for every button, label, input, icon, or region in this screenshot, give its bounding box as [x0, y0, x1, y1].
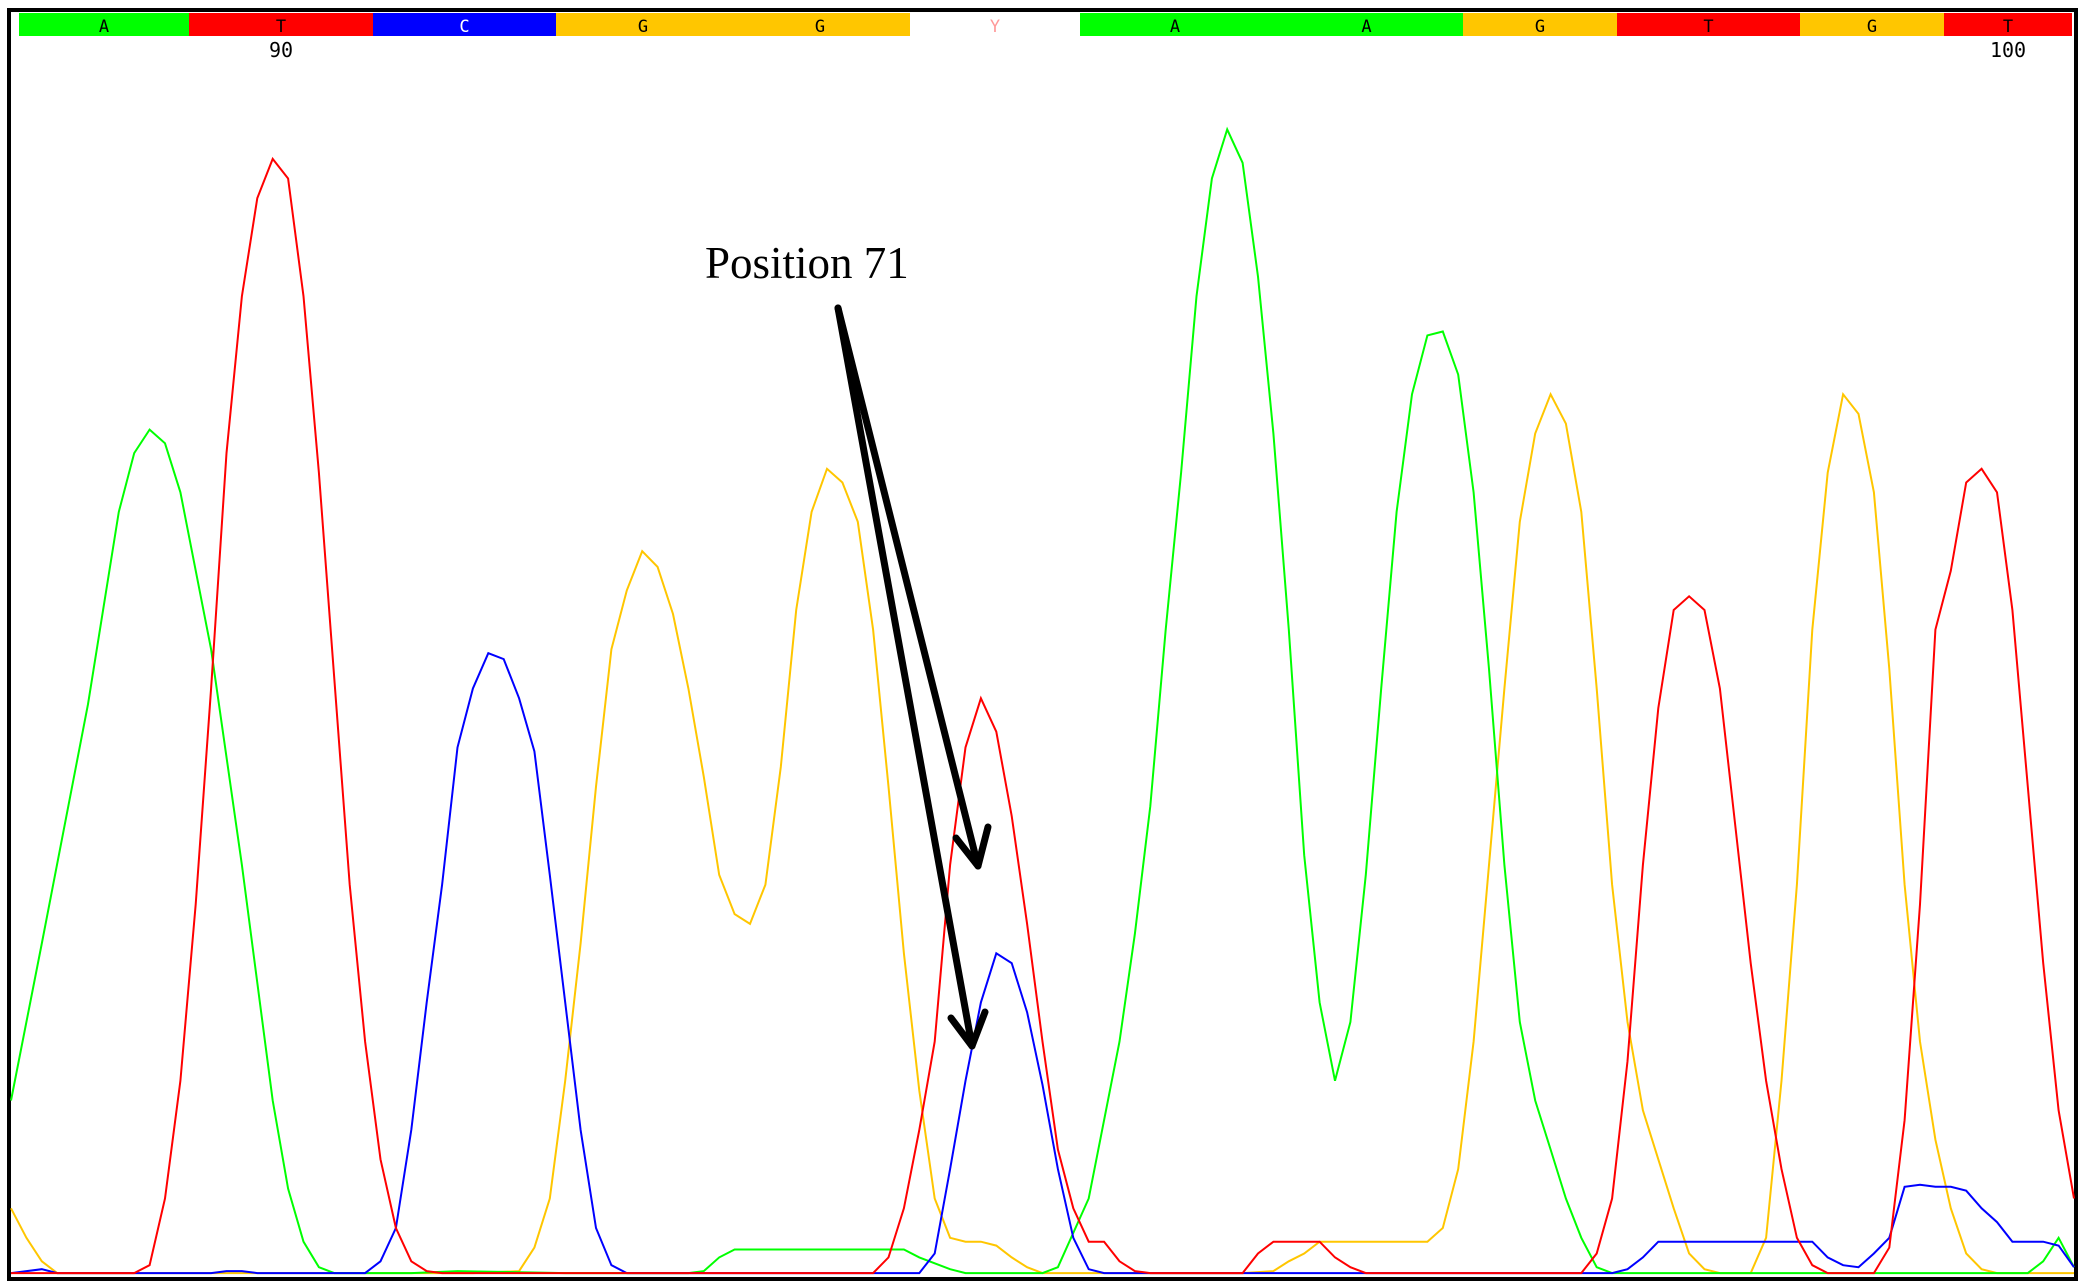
- trace-A: [10, 126, 2075, 1275]
- base-call-letter-3: G: [638, 17, 648, 37]
- base-call-letter-1: T: [276, 17, 286, 37]
- arrow-head-red: [952, 823, 992, 870]
- base-call-block-0: [19, 13, 189, 36]
- plot-frame: [7, 8, 2078, 1281]
- base-call-letter-8: G: [1535, 17, 1545, 37]
- base-call-letter-5: Y: [990, 17, 1000, 37]
- base-call-block-1: [189, 13, 373, 36]
- base-call-letter-2: C: [459, 17, 469, 37]
- base-call-block-5: [910, 13, 1080, 36]
- base-call-block-11: [1944, 13, 2072, 36]
- base-call-block-2: [373, 13, 556, 36]
- position-label-100: 100: [1990, 38, 2026, 62]
- annotation-arrows: [834, 304, 992, 1050]
- base-call-letter-9: T: [1703, 17, 1713, 37]
- arrow-to-red-peak: [834, 304, 982, 870]
- base-call-block-4: [730, 13, 910, 36]
- trace-C: [10, 651, 2075, 1275]
- base-call-block-10: [1800, 13, 1944, 36]
- base-call-letter-6: A: [1170, 17, 1180, 37]
- base-call-block-3: [556, 13, 730, 36]
- base-call-block-7: [1270, 13, 1463, 36]
- base-call-block-6: [1080, 13, 1270, 36]
- base-call-letter-10: G: [1867, 17, 1877, 37]
- arrow-head-blue: [947, 1008, 989, 1050]
- base-call-block-9: [1617, 13, 1800, 36]
- position-labels: 90 100: [269, 38, 2026, 62]
- annotation-label: Position 71: [705, 238, 909, 288]
- trace-lines: [10, 126, 2075, 1275]
- position-label-90: 90: [269, 38, 293, 62]
- base-call-block-8: [1463, 13, 1617, 36]
- base-call-letter-4: G: [815, 17, 825, 37]
- base-call-letter-0: A: [99, 17, 109, 37]
- base-call-letter-11: T: [2003, 17, 2013, 37]
- trace-T: [11, 156, 2075, 1275]
- base-call-letter-7: A: [1361, 17, 1371, 37]
- arrow-to-blue-peak: [834, 304, 976, 1050]
